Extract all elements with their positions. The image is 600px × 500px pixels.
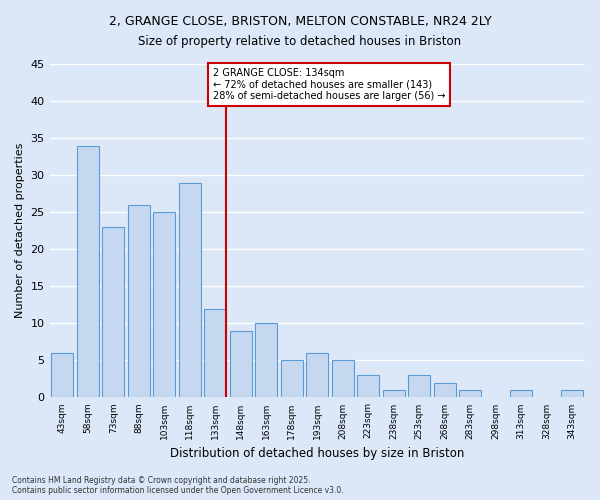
Bar xyxy=(52,353,73,398)
X-axis label: Distribution of detached houses by size in Briston: Distribution of detached houses by size … xyxy=(170,447,464,460)
Text: 2 GRANGE CLOSE: 134sqm
← 72% of detached houses are smaller (143)
28% of semi-de: 2 GRANGE CLOSE: 134sqm ← 72% of detached… xyxy=(213,68,445,101)
Bar xyxy=(154,212,175,398)
Bar xyxy=(358,375,379,398)
Bar xyxy=(205,308,226,398)
Y-axis label: Number of detached properties: Number of detached properties xyxy=(15,143,25,318)
Bar xyxy=(77,146,98,398)
Text: Size of property relative to detached houses in Briston: Size of property relative to detached ho… xyxy=(139,35,461,48)
Bar xyxy=(511,390,532,398)
Bar xyxy=(460,390,481,398)
Text: 2, GRANGE CLOSE, BRISTON, MELTON CONSTABLE, NR24 2LY: 2, GRANGE CLOSE, BRISTON, MELTON CONSTAB… xyxy=(109,15,491,28)
Bar xyxy=(179,182,200,398)
Bar xyxy=(434,382,455,398)
Bar xyxy=(562,390,583,398)
Bar xyxy=(307,353,328,398)
Text: Contains HM Land Registry data © Crown copyright and database right 2025.
Contai: Contains HM Land Registry data © Crown c… xyxy=(12,476,344,495)
Bar xyxy=(128,205,149,398)
Bar xyxy=(332,360,353,398)
Bar xyxy=(281,360,302,398)
Bar xyxy=(256,324,277,398)
Bar xyxy=(409,375,430,398)
Bar xyxy=(103,227,124,398)
Bar xyxy=(383,390,404,398)
Bar xyxy=(230,330,251,398)
